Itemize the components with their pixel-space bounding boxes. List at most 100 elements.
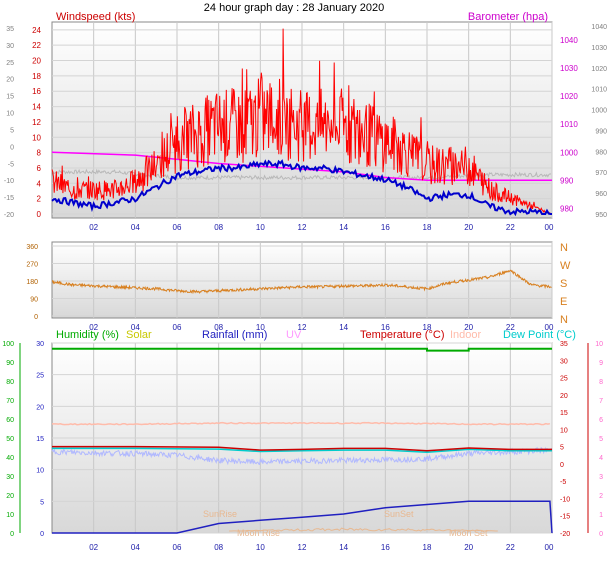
temperature-series <box>51 347 553 534</box>
x-tick-label: 18 <box>423 323 432 332</box>
outer-left-tick-label: 20 <box>6 77 14 84</box>
temperature-tick-label: 15 <box>560 410 568 417</box>
outer-left-tick-label: -10 <box>4 178 14 185</box>
outer-right-tick-label: 990 <box>595 128 607 135</box>
wind-panel: Windspeed (kts) Barometer (hpa) 02 04 06 08… <box>4 11 607 232</box>
x-tick-label: 18 <box>423 223 432 232</box>
wind-series <box>51 28 552 217</box>
x-tick-label: 10 <box>256 543 265 552</box>
x-tick-label: 04 <box>131 543 140 552</box>
humidity-tick-label: 0 <box>10 531 14 538</box>
outer-left-tick-label: -5 <box>8 161 14 168</box>
solar-line <box>229 527 498 532</box>
outer-right-tick-label: 980 <box>595 149 607 156</box>
x-tick-label: 12 <box>298 323 307 332</box>
temperature-tick-label: 5 <box>560 445 564 452</box>
rain-tick-label: 10 <box>36 468 44 475</box>
legend-temperature: Temperature (°C) <box>360 329 444 341</box>
barometer-tick-label: 1020 <box>560 92 578 101</box>
wind-axis-label: Windspeed (kts) <box>56 11 135 23</box>
barometer-tick-label: 1040 <box>560 36 578 45</box>
outer-right-tick-label: 960 <box>595 191 607 198</box>
x-tick-label: 20 <box>464 543 473 552</box>
temperature-axis-ticks: 02 04 06 08 10 12 14 16 18 20 22 000510152025300102… <box>2 341 603 552</box>
x-tick-label: 08 <box>214 223 223 232</box>
temperature-tick-label: -15 <box>560 514 570 521</box>
compass-tick-label: W <box>560 260 571 272</box>
x-tick-label: 14 <box>339 543 348 552</box>
x-tick-label: 00 <box>545 323 554 332</box>
humidity-tick-label: 50 <box>6 436 14 443</box>
humidity-tick-label: 60 <box>6 417 14 424</box>
barometer-tick-label: 980 <box>560 204 574 213</box>
temperature-tick-label: 0 <box>560 462 564 469</box>
barometer-axis-label: Barometer (hpa) <box>468 11 548 23</box>
compass-tick-label: E <box>560 296 567 308</box>
compass-tick-label: N <box>560 242 568 254</box>
outer-left-tick-label: -15 <box>4 195 14 202</box>
outer-right-tick-label: 1010 <box>591 87 607 94</box>
wind-tick-label: 24 <box>32 26 41 35</box>
uv-tick-label: 4 <box>599 455 603 462</box>
outer-left-tick-label: 25 <box>6 60 14 67</box>
x-tick-label: 06 <box>173 223 182 232</box>
direction-tick-label: 0 <box>34 314 38 321</box>
x-tick-label: 16 <box>381 543 390 552</box>
legend-indoor: Indoor <box>450 329 482 341</box>
legend-humidity: Humidity (%) <box>56 329 119 341</box>
wind-average-line <box>51 159 552 217</box>
rain-tick-label: 0 <box>40 531 44 538</box>
uv-tick-label: 10 <box>595 341 603 348</box>
rainfall-line <box>52 500 553 534</box>
direction-tick-label: 360 <box>26 244 38 251</box>
annotation-sunrise: SunRise <box>203 509 237 519</box>
uv-tick-label: 0 <box>599 531 603 538</box>
temperature-panel: Humidity (%) Solar Rainfall (mm) UV Temp… <box>2 329 603 552</box>
temperature-tick-label: 35 <box>560 341 568 348</box>
annotation-moonrise: Moon Rise <box>237 528 280 538</box>
wind-tick-label: 10 <box>32 133 41 142</box>
temperature-line <box>52 445 552 452</box>
temperature-tick-label: -10 <box>560 496 570 503</box>
annotation-sunset: SunSet <box>384 509 414 519</box>
wind-tick-label: 0 <box>37 210 42 219</box>
temperature-grid <box>52 342 553 534</box>
humidity-tick-label: 80 <box>6 379 14 386</box>
wind-axis-ticks: 02 04 06 08 10 12 14 16 18 20 22 000246810121416182… <box>4 24 607 232</box>
x-tick-label: 00 <box>545 223 554 232</box>
outer-left-tick-label: 10 <box>6 111 14 118</box>
direction-series <box>51 269 552 294</box>
x-tick-label: 14 <box>339 323 348 332</box>
x-tick-label: 06 <box>173 543 182 552</box>
uv-tick-label: 7 <box>599 398 603 405</box>
wind-tick-label: 16 <box>32 87 41 96</box>
wind-tick-label: 6 <box>37 164 42 173</box>
wind-tick-label: 2 <box>37 195 42 204</box>
direction-tick-label: 90 <box>30 297 38 304</box>
wind-tick-label: 18 <box>32 72 41 81</box>
legend-uv: UV <box>286 329 302 341</box>
wind-tick-label: 4 <box>37 179 42 188</box>
legend-dew-point: Dew Point (°C) <box>503 329 576 341</box>
x-tick-label: 00 <box>545 543 554 552</box>
x-tick-label: 22 <box>506 223 515 232</box>
rain-tick-label: 30 <box>36 341 44 348</box>
wind-tick-label: 14 <box>32 103 41 112</box>
wind-tick-label: 22 <box>32 41 41 50</box>
temperature-legend: Humidity (%) Solar Rainfall (mm) UV Temp… <box>56 329 576 341</box>
x-tick-label: 04 <box>131 223 140 232</box>
humidity-tick-label: 70 <box>6 398 14 405</box>
x-tick-label: 02 <box>89 223 98 232</box>
humidity-tick-label: 10 <box>6 512 14 519</box>
temperature-tick-label: 20 <box>560 393 568 400</box>
direction-tick-label: 180 <box>26 279 38 286</box>
x-tick-label: 10 <box>256 223 265 232</box>
barometer-line <box>51 151 552 182</box>
x-tick-label: 14 <box>339 223 348 232</box>
barometer-tick-label: 1000 <box>560 148 578 157</box>
x-tick-label: 04 <box>131 323 140 332</box>
temperature-tick-label: -20 <box>560 531 570 538</box>
outer-right-tick-label: 1030 <box>591 45 607 52</box>
outer-right-tick-label: 1020 <box>591 66 607 73</box>
